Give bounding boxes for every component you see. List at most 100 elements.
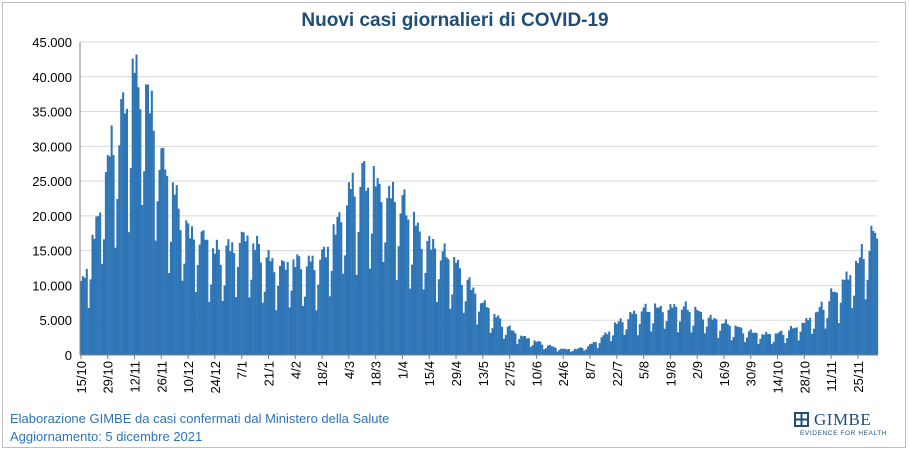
- daily-bar: [602, 335, 605, 355]
- daily-bar: [856, 263, 860, 355]
- daily-bar: [847, 279, 850, 355]
- daily-bar: [757, 344, 760, 355]
- daily-bar: [703, 333, 706, 355]
- daily-bar: [747, 331, 750, 355]
- daily-bar: [303, 296, 306, 355]
- daily-bar: [378, 183, 381, 355]
- daily-bar: [713, 318, 716, 355]
- daily-bar: [554, 347, 557, 355]
- daily-bar: [411, 264, 414, 355]
- daily-bar: [298, 256, 301, 355]
- daily-bar: [640, 311, 643, 355]
- daily-bar: [204, 239, 207, 355]
- daily-bar: [546, 345, 549, 355]
- daily-bar: [386, 197, 389, 355]
- daily-bar: [564, 348, 567, 355]
- daily-bar: [127, 232, 130, 355]
- x-tick-label: 21/1: [261, 361, 276, 386]
- daily-bar: [673, 304, 676, 355]
- daily-bar: [478, 311, 481, 355]
- daily-bar: [401, 195, 404, 355]
- daily-bar: [269, 261, 272, 355]
- daily-bar: [623, 334, 626, 355]
- daily-bar: [596, 348, 599, 355]
- daily-bar: [470, 289, 473, 355]
- daily-bar: [125, 108, 128, 356]
- x-tick-label: 29/4: [449, 361, 464, 386]
- daily-bar: [89, 279, 92, 355]
- daily-bar: [690, 332, 693, 355]
- gimbe-logo: GIMBE EVIDENCE FOR HEALTH: [794, 410, 894, 440]
- daily-bar: [355, 274, 358, 355]
- daily-bar: [791, 328, 794, 355]
- daily-bar: [391, 181, 394, 355]
- daily-bar: [479, 303, 483, 355]
- x-tick-label: 19/8: [663, 361, 678, 386]
- daily-bar: [573, 348, 576, 355]
- daily-bar: [300, 269, 303, 355]
- daily-bar: [604, 332, 607, 355]
- daily-bar: [552, 346, 555, 355]
- daily-bar: [235, 297, 238, 355]
- daily-bar: [87, 307, 90, 355]
- daily-bar: [286, 261, 289, 355]
- daily-bar: [636, 335, 639, 355]
- y-tick-label: 0: [65, 348, 72, 363]
- daily-bar: [516, 344, 519, 355]
- daily-bar: [271, 258, 274, 355]
- daily-bar: [171, 182, 174, 355]
- daily-bar: [181, 280, 184, 355]
- daily-bar: [809, 317, 812, 355]
- daily-bar: [613, 322, 616, 355]
- daily-bar: [617, 321, 620, 355]
- daily-bar: [129, 167, 132, 355]
- daily-bar: [669, 304, 672, 355]
- daily-bar: [489, 332, 492, 355]
- y-tick-label: 20.000: [32, 209, 72, 224]
- daily-bar: [422, 289, 425, 355]
- daily-bar: [462, 312, 465, 355]
- daily-bar: [793, 327, 796, 355]
- daily-bar: [667, 309, 670, 355]
- daily-bar: [543, 349, 546, 355]
- daily-bar: [803, 322, 806, 355]
- daily-bar: [497, 315, 500, 355]
- daily-bar: [460, 284, 463, 355]
- daily-bar: [860, 244, 863, 355]
- axes: [79, 42, 878, 359]
- daily-bar: [722, 323, 726, 355]
- daily-bar: [548, 344, 551, 355]
- daily-bar: [751, 332, 754, 355]
- daily-bar: [418, 231, 421, 355]
- daily-bar: [221, 300, 224, 355]
- daily-bar: [736, 326, 739, 355]
- daily-bar: [774, 333, 777, 355]
- daily-bar: [816, 311, 819, 355]
- daily-bar: [319, 259, 322, 355]
- daily-bar: [824, 328, 827, 355]
- daily-bar: [148, 113, 151, 355]
- daily-bar: [535, 341, 538, 355]
- grid-lines: [80, 41, 878, 321]
- daily-bar: [795, 327, 798, 355]
- daily-bar: [835, 292, 838, 355]
- daily-bar: [208, 301, 211, 355]
- daily-bar: [487, 308, 490, 355]
- daily-bar: [434, 248, 437, 355]
- daily-bar: [229, 251, 232, 355]
- daily-bar: [340, 222, 343, 355]
- y-tick-label: 25.000: [32, 174, 72, 189]
- daily-bar: [625, 329, 628, 355]
- daily-bar: [518, 339, 521, 355]
- daily-bar: [256, 235, 259, 355]
- daily-bar: [510, 330, 513, 355]
- daily-bar: [443, 243, 446, 355]
- daily-bar: [279, 266, 282, 355]
- daily-bar: [789, 326, 793, 355]
- daily-bar: [116, 199, 119, 355]
- daily-bar: [483, 300, 486, 355]
- daily-bar: [545, 348, 548, 355]
- daily-bar: [311, 255, 314, 355]
- x-tick-labels: 15/10 29/10 12/11 26/11 10/12 24/12 7/1 21/1 4/2…: [74, 361, 866, 394]
- daily-bar: [761, 334, 764, 355]
